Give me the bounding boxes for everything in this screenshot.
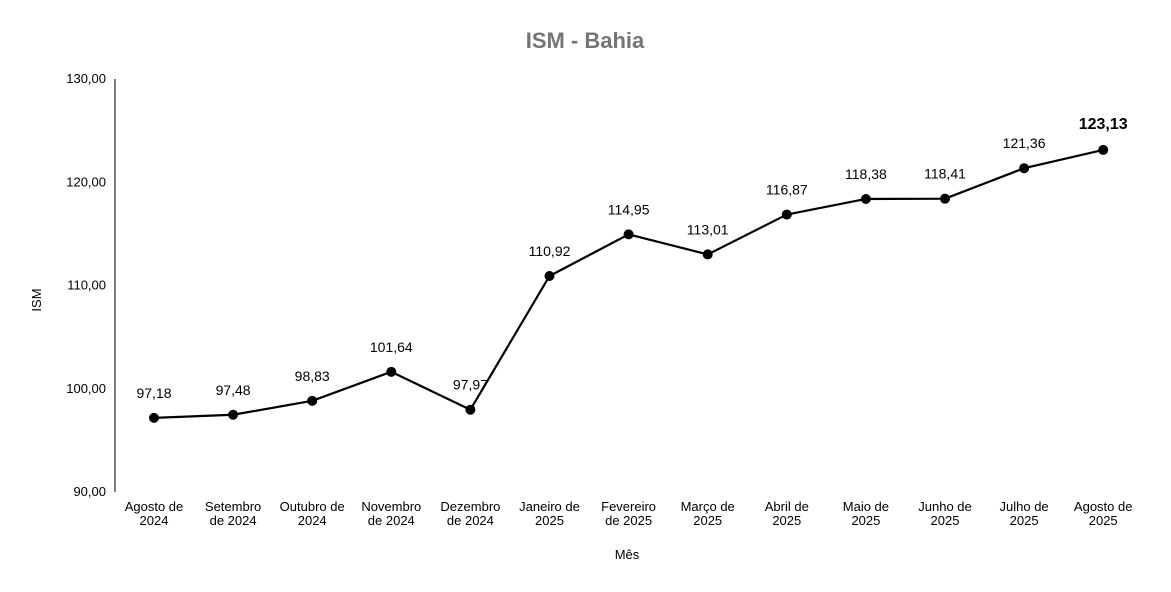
x-tick-label: Abril de 2025	[765, 499, 809, 528]
y-ticks: 90,00 100,00 110,00 120,00 130,00	[66, 71, 106, 499]
x-tick-label-line: Novembro	[361, 499, 421, 514]
y-tick-label: 110,00	[67, 278, 106, 293]
data-label: 101,64	[370, 339, 413, 355]
data-labels-group: 97,18 97,48 98,83 101,64 97,97 110,92 114,95 11…	[136, 116, 1127, 401]
x-tick-label-line: Agosto de	[125, 499, 184, 514]
x-tick-label-line: Fevereiro	[601, 499, 656, 514]
data-point	[623, 229, 634, 240]
x-tick-label: Agosto de 2025	[1074, 499, 1133, 528]
x-tick-label: Outubro de 2024	[280, 499, 345, 528]
data-point	[702, 249, 713, 260]
y-tick-label: 100,00	[66, 381, 106, 396]
x-tick-label-line: Dezembro	[440, 499, 500, 514]
x-tick-label-line: de 2025	[605, 513, 652, 528]
x-tick-label-line: Janeiro de	[519, 499, 580, 514]
chart-title: ISM - Bahia	[526, 28, 645, 53]
data-point	[781, 209, 792, 220]
x-tick-label-line: 2025	[931, 513, 960, 528]
data-label: 121,36	[1003, 135, 1046, 151]
x-tick-label: Julho de 2025	[1000, 499, 1049, 528]
x-tick-label-line: 2025	[1089, 513, 1118, 528]
data-point	[544, 271, 555, 282]
y-axis-label: ISM	[29, 288, 44, 311]
x-tick-label-line: de 2024	[210, 513, 257, 528]
x-tick-label-line: 2025	[1010, 513, 1039, 528]
x-tick-label: Janeiro de 2025	[519, 499, 580, 528]
data-label: 118,41	[924, 166, 966, 182]
data-label: 98,83	[295, 368, 330, 384]
points-group	[149, 144, 1109, 423]
x-tick-label-line: 2024	[298, 513, 327, 528]
data-point	[149, 412, 159, 423]
data-label: 114,95	[608, 201, 650, 217]
data-point	[228, 409, 239, 420]
data-label: 97,18	[136, 385, 171, 401]
data-label: 123,13	[1079, 116, 1128, 133]
y-tick-label: 120,00	[66, 174, 106, 189]
x-tick-label: Setembro de 2024	[205, 499, 261, 528]
x-tick-label: Novembro de 2024	[361, 499, 421, 528]
data-label: 116,87	[766, 182, 808, 198]
x-tick-label-line: 2025	[535, 513, 564, 528]
x-tick-label-line: Julho de	[1000, 499, 1049, 514]
x-tick-label-line: Março de	[681, 499, 735, 514]
x-tick-label-line: 2025	[693, 513, 722, 528]
data-label: 97,97	[453, 377, 488, 393]
x-tick-label: Março de 2025	[681, 499, 735, 528]
x-tick-label-line: Maio de	[843, 499, 889, 514]
y-tick-label: 90,00	[73, 484, 106, 499]
data-point	[1019, 163, 1030, 174]
data-point	[465, 404, 476, 415]
x-tick-label-line: Setembro	[205, 499, 261, 514]
x-tick-label-line: 2025	[772, 513, 801, 528]
data-point	[860, 193, 871, 204]
x-tick-label-line: de 2024	[368, 513, 415, 528]
x-tick-label-line: de 2024	[447, 513, 494, 528]
x-axis-label: Mês	[615, 547, 640, 562]
data-point	[307, 395, 318, 406]
data-point	[940, 193, 950, 204]
data-label: 110,92	[529, 243, 571, 259]
x-tick-label-line: Abril de	[765, 499, 809, 514]
data-point	[386, 366, 397, 377]
x-tick-label-line: 2025	[851, 513, 880, 528]
data-label: 118,38	[845, 166, 887, 182]
x-tick-label-line: Junho de	[918, 499, 972, 514]
x-tick-label-line: 2024	[140, 513, 169, 528]
data-point	[1098, 144, 1109, 155]
data-label: 113,01	[687, 221, 729, 237]
x-tick-label: Maio de 2025	[843, 499, 889, 528]
x-tick-label: Junho de 2025	[918, 499, 972, 528]
y-tick-label: 130,00	[66, 71, 106, 86]
x-tick-label-line: Outubro de	[280, 499, 345, 514]
x-tick-label: Agosto de 2024	[125, 499, 184, 528]
x-tick-label-line: Agosto de	[1074, 499, 1133, 514]
data-label: 97,48	[216, 382, 251, 398]
x-tick-label: Fevereiro de 2025	[601, 499, 656, 528]
x-tick-label: Dezembro de 2024	[440, 499, 500, 528]
